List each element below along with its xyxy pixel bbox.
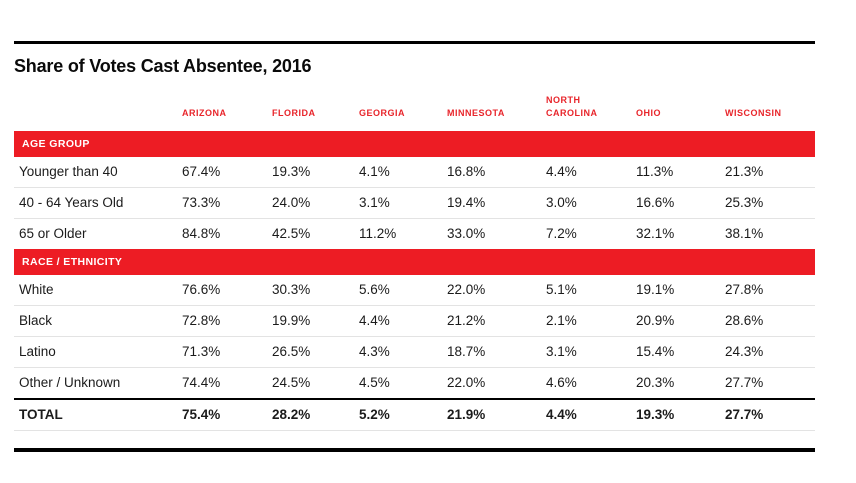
value-cell: 20.9% xyxy=(636,313,675,329)
value-cell: 28.6% xyxy=(725,313,764,329)
figure-container: Share of Votes Cast Absentee, 2016 ARIZO… xyxy=(14,41,815,452)
value-cell: 24.5% xyxy=(272,375,311,391)
value-cell: 11.2% xyxy=(359,226,397,242)
value-cell: 4.5% xyxy=(359,375,390,391)
value-cell: 26.5% xyxy=(272,344,311,360)
value-cell: 4.1% xyxy=(359,164,390,180)
table-row-latino: Latino 71.3% 26.5% 4.3% 18.7% 3.1% 15.4% 24.3% xyxy=(14,336,815,368)
bottom-rule xyxy=(14,447,815,452)
value-cell: 27.8% xyxy=(725,282,764,298)
value-cell: 24.3% xyxy=(725,344,764,360)
value-cell: 33.0% xyxy=(447,226,486,242)
value-cell: 16.6% xyxy=(636,195,675,211)
row-label-column-header xyxy=(14,77,182,131)
value-cell: 15.4% xyxy=(636,344,675,360)
value-cell: 20.3% xyxy=(636,375,675,391)
top-rule xyxy=(14,41,815,44)
value-cell: 4.4% xyxy=(546,164,577,180)
table-row-black: Black 72.8% 19.9% 4.4% 21.2% 2.1% 20.9% 28.6% xyxy=(14,305,815,337)
value-cell: 3.0% xyxy=(546,195,577,211)
row-label: Other / Unknown xyxy=(19,375,121,391)
section-banner-row: AGE GROUP xyxy=(14,130,815,157)
row-label: TOTAL xyxy=(19,407,63,423)
value-cell: 21.9% xyxy=(447,407,486,423)
value-cell: 5.6% xyxy=(359,282,390,298)
value-cell: 73.3% xyxy=(182,195,221,211)
value-cell: 38.1% xyxy=(725,226,764,242)
value-cell: 30.3% xyxy=(272,282,311,298)
value-cell: 21.3% xyxy=(725,164,764,180)
column-header-ohio: OHIO xyxy=(636,107,662,118)
table-row-65-or-older: 65 or Older 84.8% 42.5% 11.2% 33.0% 7.2% 32.1%… xyxy=(14,218,815,249)
value-cell: 42.5% xyxy=(272,226,311,242)
value-cell: 71.3% xyxy=(182,344,221,360)
value-cell: 67.4% xyxy=(182,164,221,180)
value-cell: 5.2% xyxy=(359,407,390,423)
section-banner-row: RACE / ETHNICITY xyxy=(14,248,815,275)
value-cell: 18.7% xyxy=(447,344,486,360)
value-cell: 84.8% xyxy=(182,226,221,242)
row-label: 40 - 64 Years Old xyxy=(19,195,124,211)
column-header-georgia: GEORGIA xyxy=(359,107,406,118)
value-cell: 4.4% xyxy=(359,313,390,329)
value-cell: 19.3% xyxy=(272,164,311,180)
row-label: White xyxy=(19,282,54,298)
column-header-wisconsin: WISCONSIN xyxy=(725,107,782,118)
column-header-row: ARIZONA FLORIDA GEORGIA MINNESOTA NORTH CARO… xyxy=(14,77,815,131)
column-header-arizona: ARIZONA xyxy=(182,107,227,118)
value-cell: 74.4% xyxy=(182,375,221,391)
table-row-40-64-years-old: 40 - 64 Years Old 73.3% 24.0% 3.1% 19.4% 3.0%… xyxy=(14,187,815,219)
value-cell: 75.4% xyxy=(182,407,221,423)
value-cell: 22.0% xyxy=(447,282,486,298)
value-cell: 4.4% xyxy=(546,407,577,423)
column-header-north-carolina: NORTH CAROLINA xyxy=(546,94,598,118)
value-cell: 2.1% xyxy=(546,313,577,329)
value-cell: 19.3% xyxy=(636,407,675,423)
value-cell: 76.6% xyxy=(182,282,221,298)
figure-title: Share of Votes Cast Absentee, 2016 xyxy=(14,56,312,76)
value-cell: 21.2% xyxy=(447,313,486,329)
value-cell: 27.7% xyxy=(725,375,764,391)
table-row-total: TOTAL 75.4% 28.2% 5.2% 21.9% 4.4% 19.3% 27.7% xyxy=(14,399,815,431)
value-cell: 3.1% xyxy=(359,195,390,211)
column-header-minnesota: MINNESOTA xyxy=(447,107,505,118)
value-cell: 27.7% xyxy=(725,407,764,423)
section-header-age-group: AGE GROUP xyxy=(14,130,815,157)
value-cell: 28.2% xyxy=(272,407,311,423)
value-cell: 16.8% xyxy=(447,164,486,180)
value-cell: 11.3% xyxy=(636,164,674,180)
value-cell: 72.8% xyxy=(182,313,221,329)
row-label: Younger than 40 xyxy=(19,164,118,180)
value-cell: 19.1% xyxy=(636,282,675,298)
table-row-other-unknown: Other / Unknown 74.4% 24.5% 4.5% 22.0% 4.6% 20… xyxy=(14,367,815,399)
table-row-white: White 76.6% 30.3% 5.6% 22.0% 5.1% 19.1% 27.8% xyxy=(14,275,815,306)
value-cell: 19.4% xyxy=(447,195,486,211)
section-header-race-ethnicity: RACE / ETHNICITY xyxy=(14,248,815,275)
value-cell: 25.3% xyxy=(725,195,764,211)
value-cell: 4.6% xyxy=(546,375,577,391)
value-cell: 5.1% xyxy=(546,282,577,298)
table-row-younger-than-40: Younger than 40 67.4% 19.3% 4.1% 16.8% 4.4% 11… xyxy=(14,157,815,188)
row-label: 65 or Older xyxy=(19,226,87,242)
value-cell: 22.0% xyxy=(447,375,486,391)
value-cell: 19.9% xyxy=(272,313,311,329)
absentee-share-table: ARIZONA FLORIDA GEORGIA MINNESOTA NORTH CARO… xyxy=(14,77,815,431)
row-label: Black xyxy=(19,313,53,329)
value-cell: 7.2% xyxy=(546,226,577,242)
row-label: Latino xyxy=(19,344,56,360)
column-header-florida: FLORIDA xyxy=(272,107,316,118)
value-cell: 24.0% xyxy=(272,195,311,211)
value-cell: 3.1% xyxy=(546,344,577,360)
value-cell: 32.1% xyxy=(636,226,675,242)
value-cell: 4.3% xyxy=(359,344,390,360)
